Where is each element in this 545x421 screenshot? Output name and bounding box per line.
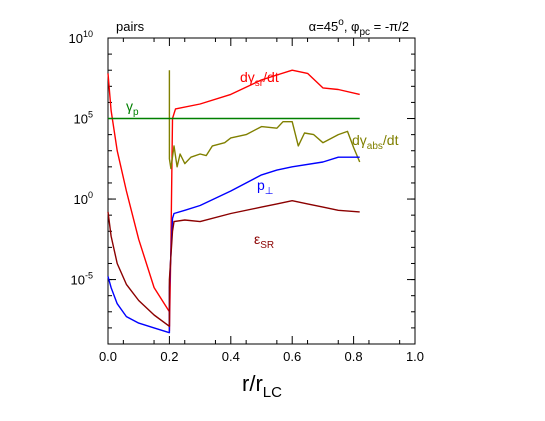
series-line [107,69,360,332]
y-tick-label: 1010 [69,29,93,46]
series-label: p⊥ [257,177,274,197]
series-label: dγsr/dt [240,69,279,89]
series-line [168,70,361,170]
series-line [107,200,360,327]
chart-title: α=45o, φpc = -π/2 [309,17,409,38]
x-axis-title: r/rLC [242,371,282,401]
title-part-phi: , φ [344,19,360,34]
series-label: εSR [254,231,274,251]
series-labels: dγsr/dt dγabs/dt γp p⊥ εSR [126,69,399,251]
x-tick-label: 0.8 [345,349,363,364]
x-tick-label: 0.4 [222,349,240,364]
corner-label: pairs [116,19,145,34]
series-label: dγabs/dt [352,132,399,152]
series-label: γp [126,98,139,118]
series-line [107,156,360,334]
series-layer [107,69,361,334]
title-part-value: = -π/2 [370,19,409,34]
x-tick-label: 1.0 [406,349,424,364]
title-part-alpha: α=45 [309,19,339,34]
x-tick-label: 0.0 [99,349,117,364]
title-phi-subscript: pc [359,27,370,38]
y-tick-label: 105 [74,110,93,127]
title-degree: o [338,17,344,28]
x-axis-ticks: 0.0 0.2 0.4 0.6 0.8 1.0 [99,38,424,364]
x-axis-title-subscript: LC [263,384,282,401]
y-tick-label: 100 [74,190,93,207]
x-axis-title-main: r/r [242,371,263,396]
y-tick-label: 10-5 [71,271,93,288]
x-tick-label: 0.2 [160,349,178,364]
x-tick-label: 0.6 [283,349,301,364]
plot-frame [107,37,416,345]
